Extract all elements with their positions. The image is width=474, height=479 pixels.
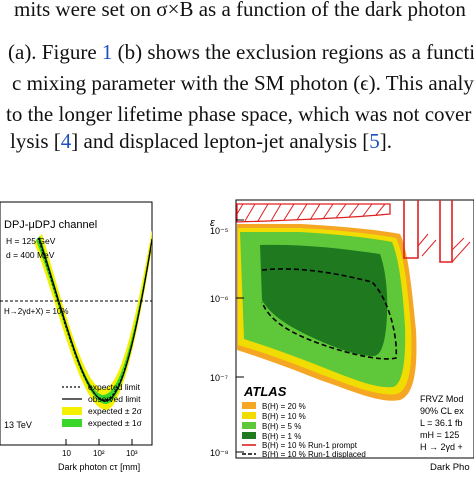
- left-plot-frame: [0, 201, 153, 446]
- legend-2sigma-swatch: [62, 407, 82, 415]
- paper-paragraph: mits were set on σ×B as a function of th…: [0, 0, 474, 160]
- paragraph-line-2-pre: (a). Figure: [8, 40, 102, 64]
- left-legend: expected limit observed limit expected ±…: [62, 382, 143, 428]
- right-legend: B(H) = 20 % B(H) = 10 % B(H) = 5 % B(H) …: [242, 402, 366, 459]
- legend-bh20-label: B(H) = 20 %: [262, 402, 306, 411]
- info-line-3: L = 36.1 fb: [420, 418, 462, 428]
- right-info: FRVZ Mod 90% CL ex L = 36.1 fb mH = 125 …: [420, 394, 464, 452]
- paragraph-line-2-post: (b) shows the exclusion regions as a fun…: [112, 40, 474, 64]
- info-line-4: mH = 125: [420, 430, 459, 440]
- figure-area: H→2γd+X) = 10% DPJ-μDPJ channel H = 125 …: [0, 190, 474, 474]
- paragraph-line-4: to the longer lifetime phase space, whic…: [6, 102, 472, 126]
- legend-expected-label: expected limit: [88, 382, 141, 392]
- left-xtick-label-3: 10³: [126, 449, 138, 458]
- right-ylabel: ε: [210, 217, 215, 229]
- region-run1-prompt: [236, 200, 471, 263]
- left-reference-label: H→2γd+X) = 10%: [4, 307, 68, 316]
- figure-ref-link[interactable]: 1: [101, 40, 113, 64]
- legend-1sigma-label: expected ± 1σ: [88, 418, 143, 428]
- legend-bh5-label: B(H) = 5 %: [262, 422, 301, 431]
- legend-bh10-label: B(H) = 10 %: [262, 412, 306, 421]
- legend-bh1-swatch: [242, 432, 256, 439]
- left-observed-limit-line: [38, 237, 153, 402]
- paragraph-line-3: c mixing parameter with the SM photon (ϵ…: [12, 71, 474, 95]
- legend-bh1-label: B(H) = 1 %: [262, 432, 301, 441]
- left-mh-label: H = 125 GeV: [6, 236, 56, 246]
- legend-bh20-swatch: [242, 402, 256, 409]
- paragraph-line-5-mid: ] and displaced lepton-jet analysis [: [71, 129, 370, 153]
- paragraph-line-5-post: ].: [379, 129, 393, 153]
- right-ytick-label-3: 10⁻⁷: [210, 373, 228, 383]
- figures-svg: H→2γd+X) = 10% DPJ-μDPJ channel H = 125 …: [0, 199, 474, 473]
- atlas-label: ATLAS: [243, 384, 287, 399]
- legend-bh10-swatch: [242, 412, 256, 419]
- left-panel: H→2γd+X) = 10% DPJ-μDPJ channel H = 125 …: [0, 201, 153, 472]
- right-ytick-label-4: 10⁻⁸: [210, 448, 229, 458]
- info-line-5: H → 2γd +: [420, 442, 463, 452]
- citation-ref-5[interactable]: 5: [369, 129, 380, 153]
- right-panel: ε 10⁻⁵ 10⁻⁶ 10⁻⁷ 10⁻⁸ ATLAS B(H) = 20 % …: [210, 199, 474, 473]
- info-line-2: 90% CL ex: [420, 406, 464, 416]
- left-xtick-label-2: 10²: [93, 449, 105, 458]
- info-line-1: FRVZ Mod: [420, 394, 463, 404]
- paragraph-line-5: lysis [4] and displaced lepton-jet analy…: [10, 128, 392, 154]
- right-ytick-label-2: 10⁻⁶: [210, 294, 229, 304]
- region-run1-displaced: [261, 268, 398, 360]
- right-ytick-label-1: 10⁻⁵: [210, 226, 229, 236]
- legend-run1-prompt-label: B(H) = 10 % Run-1 prompt: [262, 441, 358, 450]
- left-band-2sigma: [34, 230, 152, 411]
- left-mgd-label: d = 400 MeV: [6, 250, 55, 260]
- left-expected-limit-line: [37, 237, 153, 401]
- legend-bh5-swatch: [242, 422, 256, 429]
- paragraph-line-1: mits were set on σ×B as a function of th…: [14, 0, 466, 21]
- legend-1sigma-swatch: [62, 419, 82, 427]
- citation-ref-4[interactable]: 4: [60, 129, 72, 153]
- left-xlabel: Dark photon cτ [mm]: [58, 462, 140, 472]
- left-xtick-label-1: 10: [62, 449, 71, 458]
- region-bh-1: [260, 244, 388, 356]
- paragraph-line-5-pre: lysis [: [10, 129, 61, 153]
- legend-2sigma-label: expected ± 2σ: [88, 406, 143, 416]
- paragraph-line-2: (a). Figure 1 (b) shows the exclusion re…: [8, 39, 474, 65]
- legend-run1-displaced-label: B(H) = 10 % Run-1 displaced: [262, 450, 366, 459]
- legend-observed-label: observed limit: [88, 394, 141, 404]
- left-channel-label: DPJ-μDPJ channel: [4, 219, 97, 231]
- left-energy-label: 13 TeV: [4, 420, 32, 430]
- right-xlabel: Dark Pho: [430, 462, 470, 473]
